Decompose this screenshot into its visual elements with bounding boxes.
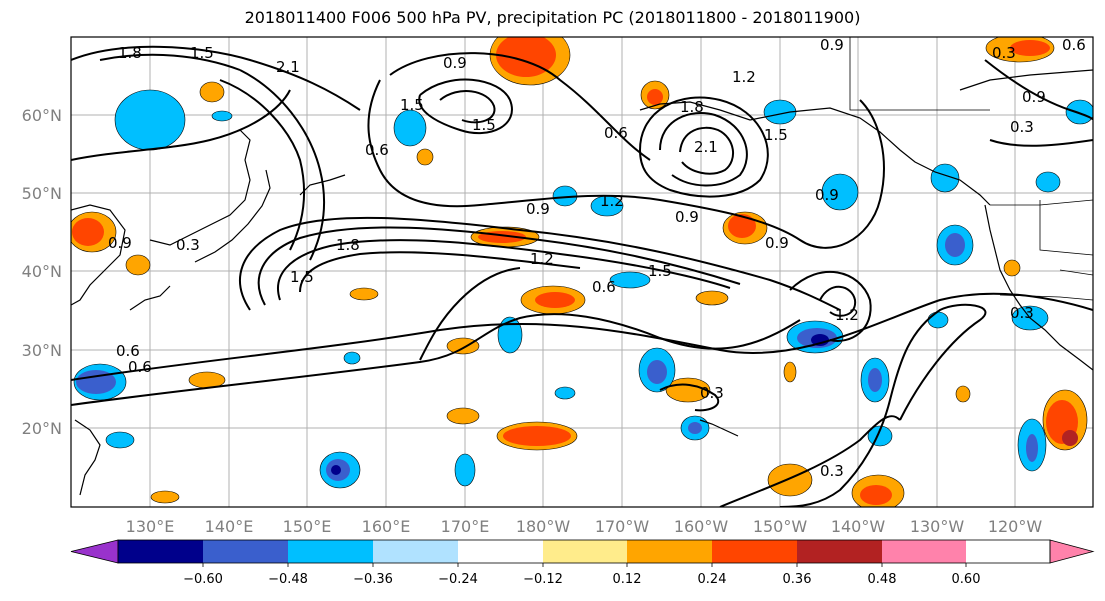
longitude-labels: 130°E 140°E 150°E 160°E 170°E 180°W 170°W 160°W…	[126, 517, 1043, 536]
lat-label: 40°N	[22, 262, 62, 281]
contour-label: 0.3	[700, 384, 724, 402]
lat-label: 20°N	[22, 419, 62, 438]
contour-label: 1.2	[600, 192, 624, 210]
contour-label: 0.9	[765, 234, 789, 252]
contour-label: 0.9	[526, 200, 550, 218]
colorbar-segment	[712, 540, 797, 563]
lon-label: 180°W	[516, 517, 571, 536]
lon-label: 170°E	[441, 517, 490, 536]
lon-label: 130°W	[910, 517, 965, 536]
lat-label: 50°N	[22, 184, 62, 203]
contour-label: 0.3	[820, 462, 844, 480]
contour-label: 2.1	[694, 138, 718, 156]
contour-label: 0.6	[604, 124, 628, 142]
map-content: 1.8 1.5 2.1 0.9 1.5 0.6 1.2 0.9 0.3 0.9 …	[71, 36, 1093, 507]
colorbar-tick-label: 0.48	[868, 572, 897, 587]
colorbar: −0.60 −0.48 −0.36 −0.24 −0.12 0.12 0.24 0.36 0.4…	[70, 539, 1095, 587]
colorbar-extend-right	[1049, 539, 1095, 564]
contour-label: 1.5	[648, 262, 672, 280]
contour-label: 0.9	[108, 234, 132, 252]
colorbar-tick-label: −0.12	[523, 572, 563, 587]
plot-title: 2018011400 F006 500 hPa PV, precipitatio…	[244, 8, 861, 27]
lon-label: 160°W	[674, 517, 729, 536]
contour-label: 0.9	[675, 208, 699, 226]
contour-label: 0.3	[1010, 304, 1034, 322]
colorbar-tick-label: −0.48	[268, 572, 308, 587]
contour-label: 1.2	[732, 68, 756, 86]
contour-label: 1.8	[680, 98, 704, 116]
lon-label: 140°W	[831, 517, 886, 536]
lon-label: 130°E	[126, 517, 175, 536]
contour-label: 1.2	[835, 306, 859, 324]
contour-label: 0.9	[820, 36, 844, 54]
contour-labels: 1.8 1.5 2.1 0.9 1.5 0.6 1.2 0.9 0.3 0.9 …	[108, 36, 1086, 480]
lon-label: 140°E	[205, 517, 254, 536]
contour-label: 0.6	[592, 278, 616, 296]
contour-label: 1.8	[336, 236, 360, 254]
colorbar-segment	[627, 540, 712, 563]
colorbar-tick-label: 0.24	[698, 572, 727, 587]
contour-label: 0.9	[1022, 88, 1046, 106]
colorbar-tick-label: −0.24	[438, 572, 478, 587]
contour-label: 1.5	[190, 44, 214, 62]
colorbar-tick-label: −0.60	[183, 572, 223, 587]
lon-label: 160°E	[362, 517, 411, 536]
contour-label: 0.6	[128, 358, 152, 376]
lat-label: 30°N	[22, 341, 62, 360]
contour-label: 2.1	[276, 58, 300, 76]
colorbar-segment	[288, 540, 373, 563]
contour-label: 0.3	[1010, 118, 1034, 136]
colorbar-tick-label: 0.36	[783, 572, 812, 587]
colorbar-segment	[458, 540, 543, 563]
lon-label: 120°W	[988, 517, 1043, 536]
colorbar-tick-label: −0.36	[353, 572, 393, 587]
lon-label: 150°W	[753, 517, 808, 536]
contour-label: 1.2	[530, 250, 554, 268]
contour-label: 0.9	[815, 186, 839, 204]
pv-contours	[71, 45, 1093, 507]
colorbar-extend-left	[70, 539, 119, 564]
colorbar-outline	[117, 539, 1051, 564]
colorbar-segment	[543, 540, 627, 563]
lon-label: 150°E	[283, 517, 332, 536]
colorbar-tick-label: 0.12	[613, 572, 642, 587]
contour-label: 0.6	[365, 141, 389, 159]
colorbar-tick-label: 0.60	[952, 572, 981, 587]
colorbar-segment	[203, 540, 288, 563]
contour-label: 0.9	[443, 54, 467, 72]
contour-label: 1.5	[290, 268, 314, 286]
latitude-labels: 60°N 50°N 40°N 30°N 20°N	[22, 106, 62, 438]
map-background	[71, 37, 1093, 507]
contour-label: 0.6	[116, 342, 140, 360]
lat-label: 60°N	[22, 106, 62, 125]
contour-label: 1.5	[764, 126, 788, 144]
colorbar-segment	[373, 540, 458, 563]
contour-label: 1.5	[400, 96, 424, 114]
lon-label: 170°W	[595, 517, 650, 536]
contour-label: 1.5	[472, 116, 496, 134]
colorbar-segment	[797, 540, 882, 563]
contour-label: 1.8	[118, 44, 142, 62]
colorbar-segment	[882, 540, 966, 563]
colorbar-segment	[118, 540, 203, 563]
contour-label: 0.3	[176, 236, 200, 254]
contour-label: 0.6	[1062, 36, 1086, 54]
map-frame	[70, 36, 1094, 508]
contour-label: 0.3	[992, 44, 1016, 62]
